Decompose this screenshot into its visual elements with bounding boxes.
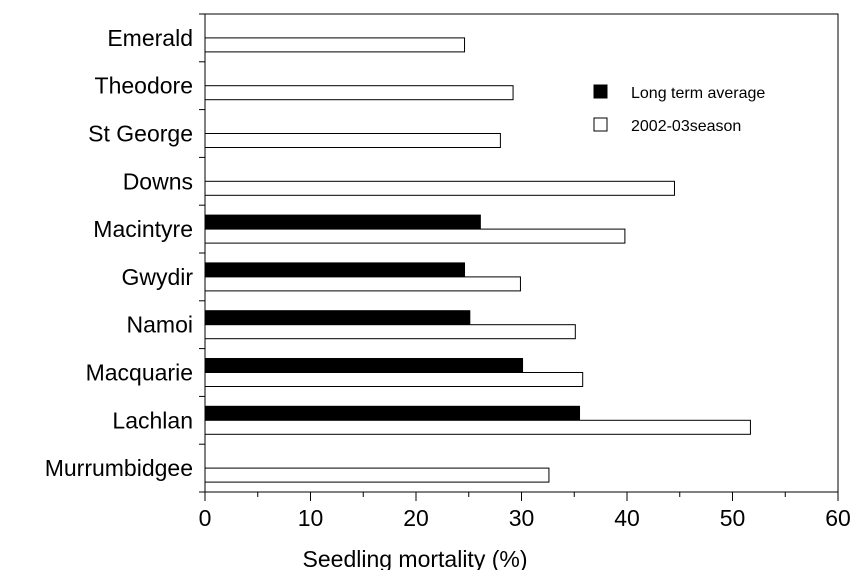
category-labels: Emerald Theodore St George Downs Macintyre Gw…: [45, 25, 194, 481]
category-label-4: Macintyre: [93, 216, 193, 242]
legend-label-0: Long term average: [631, 85, 765, 102]
bar-long-term-8: [204, 405, 581, 421]
legend: Long term average 2002-03season: [593, 84, 765, 135]
bar-2002-03-6: [204, 324, 576, 340]
bar-2002-03-7: [204, 372, 584, 387]
bar-long-term-5: [204, 262, 466, 278]
bar-2002-03-4: [204, 228, 626, 244]
category-label-5: Gwydir: [121, 264, 193, 290]
x-tick-label-0: 0: [199, 505, 212, 531]
x-tick-label-5: 50: [720, 505, 746, 531]
bar-2002-03-5: [204, 276, 521, 292]
category-label-8: Lachlan: [112, 407, 193, 433]
axes-layer: [199, 13, 839, 501]
bar-2002-03-9: [204, 467, 550, 483]
bar-2002-03-2: [204, 133, 501, 148]
x-tick-label-3: 30: [509, 505, 535, 531]
x-axis-title: Seedling mortality (%): [303, 546, 528, 570]
legend-swatch-0: [593, 84, 608, 99]
legend-label-1: 2002-03season: [631, 118, 741, 135]
bar-long-term-7: [204, 358, 524, 373]
bar-long-term-6: [204, 310, 471, 326]
category-label-9: Murrumbidgee: [45, 455, 193, 481]
category-label-0: Emerald: [107, 25, 193, 51]
category-label-7: Macquarie: [86, 360, 193, 386]
x-tick-labels: 0 10 20 30 40 50 60: [199, 505, 851, 531]
bar-2002-03-3: [204, 180, 675, 196]
bars-layer: [204, 37, 751, 483]
category-label-1: Theodore: [95, 73, 193, 99]
bar-2002-03-0: [204, 37, 466, 53]
bar-long-term-4: [204, 214, 481, 230]
x-tick-label-1: 10: [298, 505, 324, 531]
x-tick-label-6: 60: [825, 505, 851, 531]
bar-2002-03-1: [204, 85, 514, 101]
category-label-3: Downs: [123, 168, 193, 194]
x-tick-label-4: 40: [614, 505, 640, 531]
category-label-6: Namoi: [127, 312, 193, 338]
legend-swatch-1: [593, 117, 608, 132]
x-tick-label-2: 20: [403, 505, 429, 531]
category-label-2: St George: [88, 121, 193, 147]
bar-2002-03-8: [204, 419, 751, 435]
